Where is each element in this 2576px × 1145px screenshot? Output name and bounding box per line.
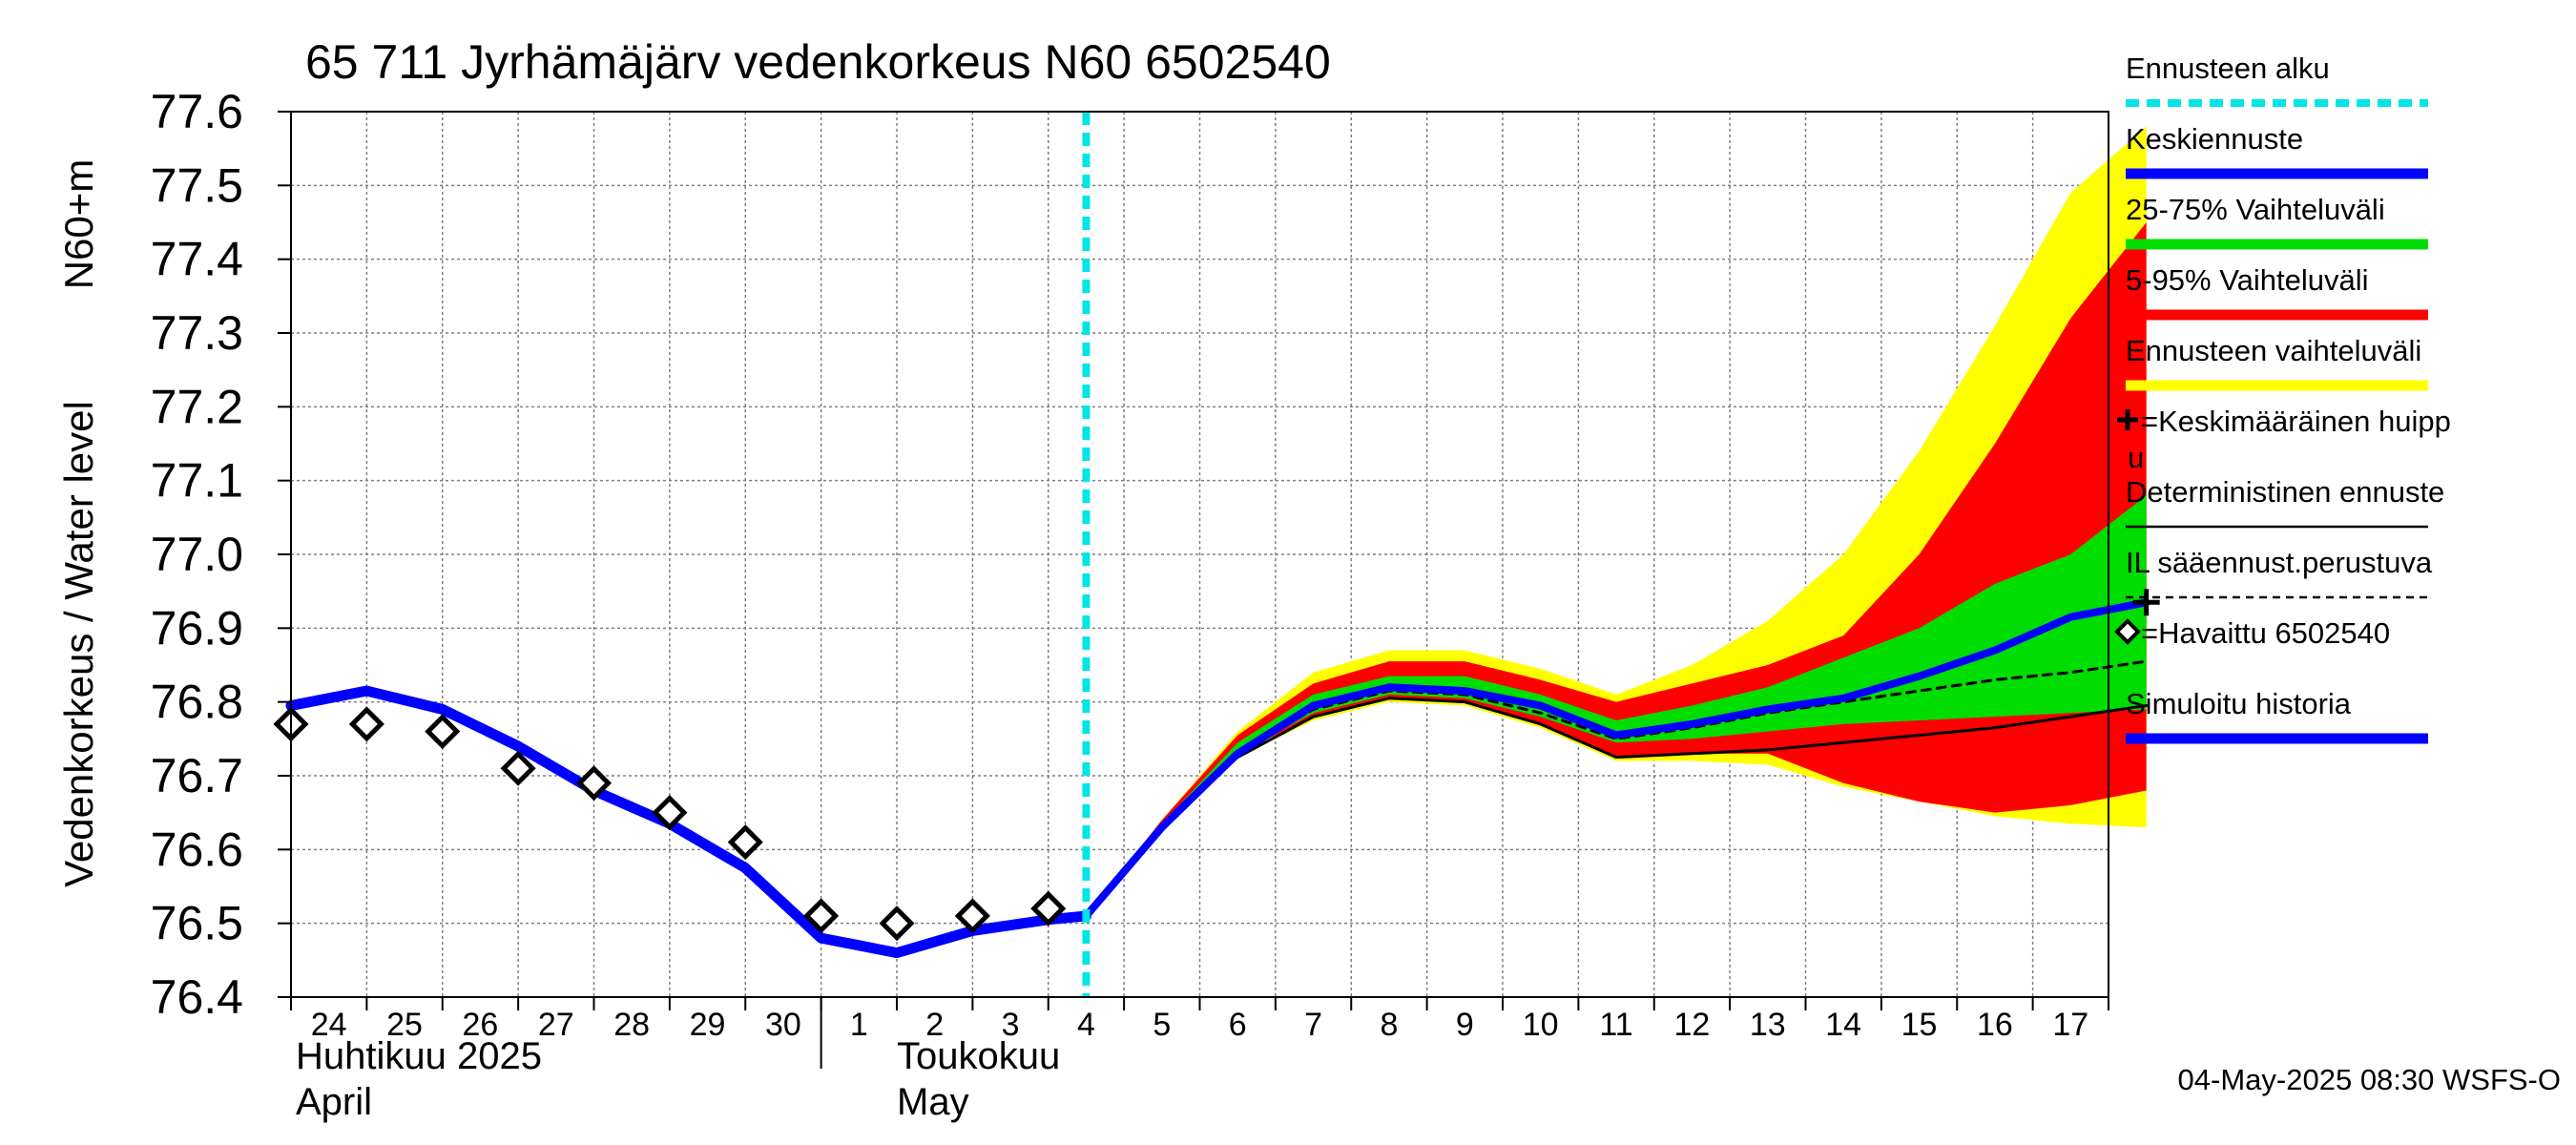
y-axis-unit: N60+m — [56, 159, 101, 290]
month-label-april-fi: Huhtikuu 2025 — [296, 1035, 542, 1077]
series-simuloitu-historia — [285, 685, 1091, 959]
grid — [291, 112, 2109, 997]
x-day-label: 10 — [1523, 1007, 1559, 1043]
x-day-label: 7 — [1304, 1007, 1322, 1043]
x-day-label: 12 — [1674, 1007, 1711, 1043]
y-tick-label: 76.9 — [151, 601, 243, 655]
x-day-label: 26 — [463, 1007, 499, 1043]
legend-label: =Havaittu 6502540 — [2141, 616, 2390, 650]
mean-peak-marker — [2132, 589, 2160, 616]
legend-label: IL sääennust.perustuva — [2126, 546, 2433, 579]
observed-point — [803, 898, 840, 934]
x-day-label: 27 — [538, 1007, 574, 1043]
x-day-label: 11 — [1599, 1007, 1632, 1043]
legend-label: Ennusteen vaihteluväli — [2126, 334, 2421, 367]
chart-title: 65 711 Jyrhämäjärv vedenkorkeus N60 6502… — [305, 35, 1331, 89]
legend-item-25-75-vaihteluv-li: 25-75% Vaihteluväli — [2126, 193, 2428, 250]
legend-label: 5-95% Vaihteluväli — [2126, 263, 2368, 297]
legend-diamond — [2114, 618, 2141, 645]
legend: Ennusteen alku Keskiennuste 25-75% Vaihtel… — [2114, 52, 2451, 744]
y-tick-label: 76.6 — [151, 822, 243, 876]
y-tick-label: 76.4 — [151, 970, 243, 1024]
legend-item-deterministinen-ennuste: Deterministinen ennuste — [2126, 475, 2444, 529]
series-deterministinen-ennuste — [1084, 697, 2149, 918]
y-tick-label: 77.3 — [151, 306, 243, 360]
y-tick-label: 77.2 — [151, 380, 243, 433]
x-day-label: 30 — [765, 1007, 801, 1043]
legend-label: 25-75% Vaihteluväli — [2126, 193, 2385, 226]
legend-label: Ennusteen alku — [2126, 52, 2330, 85]
x-day-label: 13 — [1750, 1007, 1786, 1043]
x-day-label: 1 — [850, 1007, 868, 1043]
observed-point — [879, 906, 915, 942]
x-day-label: 3 — [1002, 1007, 1020, 1043]
series-keskiennuste — [1082, 598, 2150, 920]
legend-label: Simuloitu historia — [2126, 687, 2352, 720]
x-day-label: 16 — [1977, 1007, 2013, 1043]
y-axis: 76.4 76.5 76.6 76.7 76.8 76.9 77.0 77.1 77.2 77.3… — [151, 85, 291, 1024]
band-5-95-vaihteluv-li — [1086, 222, 2147, 916]
month-labels: Huhtikuu 2025 April Toukokuu May — [296, 1035, 1060, 1123]
observed-point — [500, 750, 536, 786]
observed-point — [575, 765, 613, 802]
y-axis-label: Vedenkorkeus / Water level — [56, 401, 101, 887]
y-tick-label: 77.6 — [151, 85, 243, 138]
y-tick-label: 76.7 — [151, 749, 243, 802]
legend-label: =Keskimääräinen huipp — [2141, 405, 2451, 438]
x-day-label: 17 — [2052, 1007, 2088, 1043]
x-day-label: 2 — [925, 1007, 944, 1043]
x-day-label: 24 — [311, 1007, 347, 1043]
forecast-bands — [1086, 126, 2147, 916]
x-day-label: 4 — [1077, 1007, 1095, 1043]
legend-label: Keskiennuste — [2126, 122, 2303, 156]
x-day-label: 29 — [690, 1007, 726, 1043]
legend-item-simuloitu-historia: Simuloitu historia — [2126, 687, 2428, 744]
x-day-label: 6 — [1229, 1007, 1247, 1043]
x-day-label: 28 — [613, 1007, 650, 1043]
y-tick-label: 77.0 — [151, 528, 243, 581]
y-tick-label: 77.4 — [151, 233, 243, 286]
legend-item-ennusteen-alku: Ennusteen alku — [2126, 52, 2428, 107]
observed-point — [348, 706, 384, 742]
month-label-may-fi: Toukokuu — [897, 1035, 1060, 1077]
legend-item-5-95-vaihteluv-li: 5-95% Vaihteluväli — [2126, 263, 2428, 321]
legend-item-il-s-ennust-perustuva: IL sääennust.perustuva — [2126, 546, 2433, 599]
series-lines — [285, 112, 2160, 997]
y-tick-label: 76.8 — [151, 676, 243, 729]
observed-point — [727, 824, 763, 861]
x-day-label: 9 — [1456, 1007, 1474, 1043]
y-tick-label: 76.5 — [151, 897, 243, 950]
x-day-label: 14 — [1825, 1007, 1861, 1043]
month-label-may-en: May — [897, 1081, 969, 1123]
legend-label: Deterministinen ennuste — [2126, 475, 2444, 509]
x-day-label: 15 — [1901, 1007, 1938, 1043]
x-day-label: 5 — [1153, 1007, 1171, 1043]
y-tick-label: 77.5 — [151, 158, 243, 212]
legend-item-havaittu-6502540: =Havaittu 6502540 — [2114, 616, 2390, 650]
x-day-label: 8 — [1380, 1007, 1398, 1043]
observed-point — [1030, 890, 1067, 926]
month-label-april-en: April — [296, 1081, 372, 1123]
observed-point — [954, 898, 990, 934]
legend-item-keskiennuste: Keskiennuste — [2126, 122, 2428, 179]
x-day-label: 25 — [386, 1007, 423, 1043]
legend-label-cont: u — [2128, 441, 2144, 474]
timestamp-footer: 04-May-2025 08:30 WSFS-O — [2178, 1063, 2561, 1096]
x-axis: 24 25 26 27 28 29 30 1 2 3 4 5 6 7 8 9 10 11 12 13 14 15 16 17 — [290, 997, 2109, 1069]
observed-point — [425, 714, 461, 750]
legend-item-ennusteen-vaihteluv-li: Ennusteen vaihteluväli — [2126, 334, 2428, 391]
observed-point — [652, 795, 688, 831]
y-tick-label: 77.1 — [151, 454, 243, 508]
observed-markers — [273, 706, 1067, 942]
band-25-75-vaihteluv-li — [1086, 495, 2147, 916]
